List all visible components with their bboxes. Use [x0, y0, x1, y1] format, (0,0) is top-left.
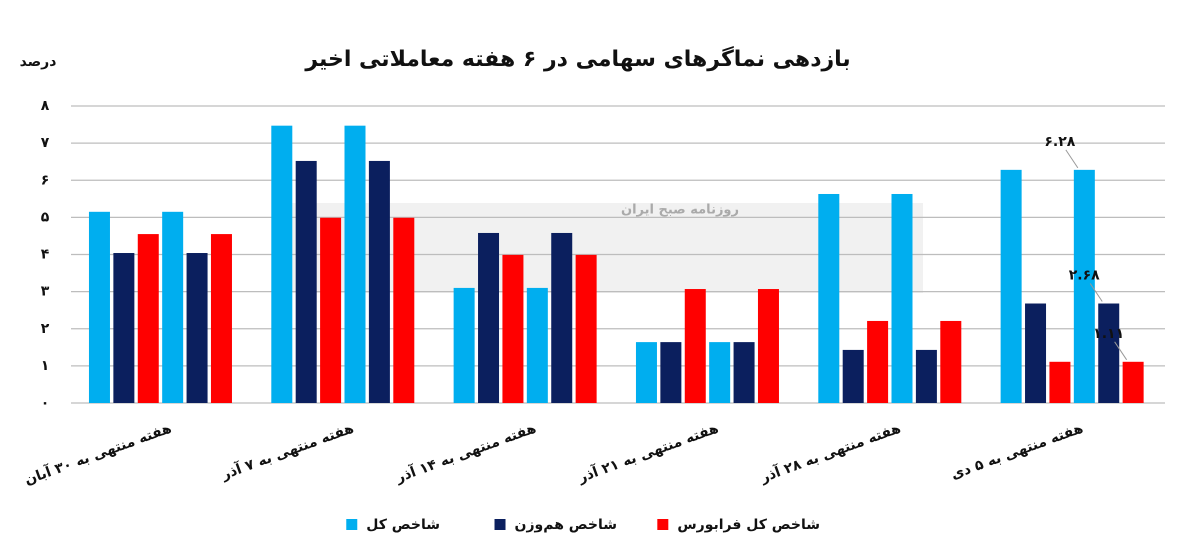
- bar: [1049, 361, 1071, 403]
- label-leader: [1089, 283, 1103, 302]
- value-label: ۱.۱۱: [1093, 326, 1124, 342]
- y-tick-label: ۵: [41, 209, 50, 225]
- bar: [709, 342, 731, 403]
- x-tick-label: هفته منتهی به ۵ دی: [949, 420, 1085, 483]
- y-tick-label: ۶: [41, 172, 50, 188]
- bar: [502, 254, 524, 403]
- bar: [1025, 303, 1047, 403]
- y-tick-label: ۲: [41, 321, 50, 337]
- bar: [1098, 303, 1120, 403]
- bar: [635, 342, 657, 403]
- watermark: روزنامه صبح ایران: [621, 203, 739, 218]
- bar: [551, 232, 573, 403]
- x-tick-label: هفته منتهی به ۲۸ آذر: [757, 419, 903, 487]
- x-tick-label: هفته منتهی به ۱۴ آذر: [392, 419, 538, 487]
- label-leader: [1065, 149, 1079, 169]
- bar: [575, 254, 597, 403]
- y-tick-label: ۷: [41, 135, 50, 151]
- x-tick-label: هفته منتهی به ۳۰ آبان: [22, 419, 174, 489]
- bar: [733, 342, 755, 403]
- legend-label: شاخص کل: [366, 517, 440, 533]
- y-tick-label: ۸: [41, 98, 50, 114]
- bar: [453, 287, 475, 403]
- bar: [940, 320, 962, 403]
- bar: [320, 217, 342, 403]
- bar: [757, 289, 779, 403]
- bar: [137, 234, 159, 403]
- bar: [393, 217, 415, 403]
- bar: [915, 349, 937, 403]
- chart-title: بازدهی نماگرهای سهامی در ۶ هفته معاملاتی…: [304, 45, 850, 72]
- bar: [1000, 169, 1022, 403]
- legend-swatch: [346, 519, 358, 530]
- bar: [684, 289, 706, 403]
- y-tick-label: ۴: [41, 247, 50, 263]
- bar: [867, 320, 889, 403]
- bar: [295, 160, 317, 403]
- y-tick-label: ۳: [41, 284, 50, 300]
- bar: [842, 349, 864, 403]
- bar: [1073, 169, 1095, 403]
- y-tick-label: ۰: [41, 395, 50, 411]
- legend-swatch: [494, 519, 506, 530]
- bar: [526, 287, 548, 403]
- bar: [186, 253, 208, 403]
- legend-swatch: [657, 519, 669, 530]
- bar: [271, 125, 293, 404]
- value-label: ۶.۲۸: [1044, 134, 1075, 150]
- bar: [113, 253, 135, 403]
- label-leader: [1114, 341, 1128, 361]
- bar: [162, 211, 184, 403]
- bar: [818, 193, 840, 403]
- bar: [891, 193, 913, 403]
- x-tick-label: هفته منتهی به ۲۱ آذر: [575, 419, 721, 487]
- legend-label: شاخص هم‌وزن: [515, 517, 617, 533]
- y-tick-label: ۱: [41, 358, 50, 374]
- x-tick-label: هفته منتهی به ۷ آذر: [218, 419, 356, 484]
- bar: [368, 160, 390, 403]
- bar: [210, 234, 232, 403]
- bar: [344, 125, 366, 404]
- bar: [478, 232, 500, 403]
- bar: [660, 342, 682, 403]
- bar: [88, 211, 110, 403]
- legend-label: شاخص کل فرابورس: [677, 517, 820, 533]
- bar: [1122, 361, 1144, 403]
- y-axis-label: درصد: [20, 54, 57, 70]
- value-label: ۲.۶۸: [1069, 268, 1100, 284]
